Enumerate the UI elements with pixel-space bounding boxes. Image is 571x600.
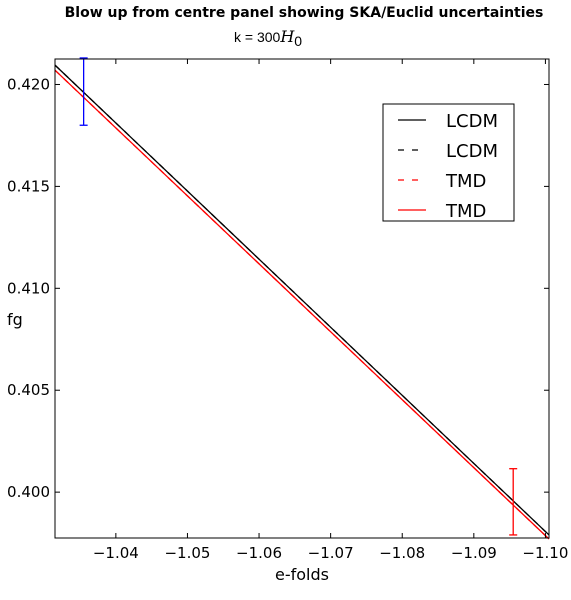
subtitle-math-subscript: 0 — [294, 33, 302, 49]
legend-entry: LCDM — [398, 111, 498, 132]
legend: LCDM LCDM TMD TMD — [382, 103, 515, 222]
x-tick-label: −1.10 — [522, 544, 568, 562]
legend-entry: LCDM — [398, 141, 498, 162]
x-tick-label: −1.07 — [308, 544, 354, 562]
legend-label: TMD — [445, 201, 486, 222]
series-line-tmd-solid — [54, 69, 550, 540]
subtitle-text: k = 300 — [234, 29, 281, 45]
ticks-layer: −1.04 −1.05 −1.06 −1.07 −1.08 −1.09 −1.10 0.400… — [7, 59, 568, 562]
plot-frame — [54, 58, 550, 539]
series-line-lcdm-dashed — [54, 64, 550, 536]
error-bar — [79, 57, 88, 126]
legend-entry: TMD — [398, 201, 486, 222]
y-tick-label: 0.410 — [7, 279, 50, 297]
y-tick-label: 0.405 — [7, 381, 50, 399]
x-tick-label: −1.08 — [379, 544, 425, 562]
x-tick-label: −1.04 — [93, 544, 139, 562]
x-axis-label: e-folds — [275, 565, 329, 584]
legend-entry: TMD — [398, 171, 486, 192]
y-axis-label: fg — [7, 310, 23, 329]
y-tick-label: 0.415 — [7, 177, 50, 195]
x-tick-label: −1.06 — [236, 544, 282, 562]
errorbar-layer — [79, 57, 518, 536]
legend-label: LCDM — [446, 141, 498, 162]
x-tick-label: −1.05 — [164, 544, 210, 562]
subtitle-math-symbol: H — [279, 27, 295, 46]
legend-label: LCDM — [446, 111, 498, 132]
y-tick-label: 0.400 — [7, 483, 50, 501]
error-bar — [509, 468, 518, 536]
legend-box — [382, 103, 515, 222]
series-layer — [54, 64, 550, 540]
y-tick-label: 0.420 — [7, 75, 50, 93]
legend-label: TMD — [445, 171, 486, 192]
chart-subtitle: k = 300H0 — [234, 27, 302, 49]
x-tick-label: −1.09 — [451, 544, 497, 562]
chart-title: Blow up from centre panel showing SKA/Eu… — [65, 5, 544, 21]
